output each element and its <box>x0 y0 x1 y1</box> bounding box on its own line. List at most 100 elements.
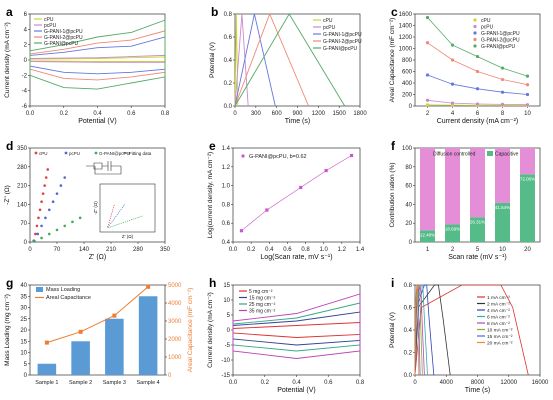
impedance-point <box>35 224 39 228</box>
inset-y-label: -Z'' (Ω) <box>93 201 98 215</box>
panel-letter-d: d <box>6 139 13 153</box>
cv-curve <box>232 311 361 346</box>
scan-rate-point <box>349 153 354 158</box>
y-tick-label: 40 <box>20 283 27 289</box>
impedance-point <box>34 232 37 236</box>
y-tick-label: 60 <box>405 184 412 190</box>
panel-letter-f: f <box>391 139 396 153</box>
x-tick-label: 0.2 <box>60 111 69 117</box>
legend-label: 6 mA cm⁻² <box>487 315 510 321</box>
y-tick-label: -2 <box>22 73 28 79</box>
impedance-point <box>47 232 51 236</box>
x-tick-label: Sample 1 <box>35 380 58 386</box>
capacitance-point <box>525 92 530 97</box>
mass-loading-bar <box>138 296 158 375</box>
legend-swatch <box>473 18 477 22</box>
legend-label: 2 mA cm⁻² <box>487 302 510 308</box>
x-tick-label: 0.2 <box>247 247 256 253</box>
y-tick-label: -6 <box>22 104 28 110</box>
x-tick-label: 70 <box>54 247 61 253</box>
y-tick-label: 0.0 <box>404 373 413 379</box>
gcd-curve <box>234 13 346 107</box>
fit-line <box>241 155 352 231</box>
y-tick-label: 1.0 <box>222 184 231 190</box>
cv-curve <box>232 322 361 338</box>
inset-curve <box>107 203 126 228</box>
x-tick-label: 10 <box>499 247 506 253</box>
x-axis-label-b: Time (s) <box>285 118 310 125</box>
capacitive-bar <box>520 174 535 242</box>
capacitance-point <box>425 98 430 102</box>
impedance-point <box>71 220 74 224</box>
x-tick-label: 16000 <box>532 380 549 386</box>
x-tick-label: 0.4 <box>265 247 274 253</box>
y-tick-label: 5 <box>227 313 231 319</box>
y-tick-label: 1000 <box>399 47 413 53</box>
capacitance-point <box>425 73 430 77</box>
y-tick-label: 0.2 <box>404 351 413 357</box>
y-tick-label: 10 <box>223 298 230 304</box>
inset-curve <box>108 215 143 229</box>
legend-label: 4 mA cm⁻² <box>487 308 510 314</box>
y-tick-label: 1.2 <box>222 165 231 171</box>
capacitance-point <box>450 101 455 105</box>
x-tick-label: 8000 <box>471 380 485 386</box>
y-tick-label: 0.6 <box>222 221 231 227</box>
x-tick-label: 1200 <box>312 111 326 117</box>
x-tick-label: 0.4 <box>292 380 301 386</box>
y-tick-label: 80 <box>405 165 412 171</box>
x-tick-label: Sample 2 <box>69 380 92 386</box>
impedance-point <box>44 216 47 220</box>
y-tick-label: 0 <box>24 373 28 379</box>
capacitance-point <box>500 77 505 82</box>
y-tick-label: 210 <box>17 184 28 190</box>
y-tick-label: 0 <box>409 240 413 246</box>
y-tick-label: -5 <box>225 343 231 349</box>
gcd-curve <box>234 13 276 107</box>
y-tick-label: 1600 <box>399 12 413 18</box>
capacitive-bar <box>470 217 485 242</box>
y-tick-label: 0 <box>409 104 413 110</box>
legend-swatch <box>473 37 477 42</box>
y-tick-label: 0.8 <box>224 12 233 18</box>
bar-data-label: 26.31% <box>470 219 485 224</box>
y-tick-label: 0.2 <box>224 81 233 87</box>
impedance-point <box>40 200 43 204</box>
x-axis-label-i: Time (s) <box>465 387 490 394</box>
y-tick-label: 0.4 <box>222 240 231 246</box>
legend-label: 15 mg cm⁻² <box>249 296 276 302</box>
scan-rate-point <box>265 208 269 212</box>
capacitance-point <box>475 102 480 106</box>
y-tick-label: 5 <box>24 362 28 368</box>
panel-letter-a: a <box>6 5 13 19</box>
impedance-point <box>33 240 36 243</box>
capacitance-point <box>475 69 480 74</box>
legend-label: 8 mA cm⁻² <box>487 321 510 327</box>
panel-letter-b: b <box>211 5 218 19</box>
y-tick-label: 0.6 <box>224 35 233 41</box>
y-tick-label: -10 <box>221 358 230 364</box>
capacitance-point <box>500 102 505 106</box>
x-tick-label: 0.6 <box>127 111 136 117</box>
y-axis-label-h: Current density (mA cm⁻²) <box>207 292 214 368</box>
x-axis-label-f: Scan rate (mV s⁻¹) <box>448 254 507 261</box>
y-tick-label: 70 <box>20 221 27 227</box>
capacitance-point <box>450 58 455 62</box>
scan-rate-point <box>324 168 328 173</box>
scan-rate-point <box>299 185 303 190</box>
capacitance-point <box>450 43 455 47</box>
x-tick-label: 140 <box>79 247 90 253</box>
x-tick-label: 8 <box>501 111 505 117</box>
x-tick-label: 0.8 <box>161 111 170 117</box>
x-axis-label-d: Z' (Ω) <box>89 254 106 261</box>
legend-label: cPU <box>481 18 491 24</box>
y-tick-label: 1200 <box>399 35 413 41</box>
legend-label: 20 mA cm⁻² <box>487 341 513 347</box>
diffusion-bar <box>420 148 435 231</box>
x-tick-label: 1500 <box>332 111 346 117</box>
panel-b: b Time (s) Potential (V) 0 300 600 900 1200 1500… <box>209 5 367 125</box>
y-axis-label-i: Potential (V) <box>389 312 396 348</box>
x-tick-label: 0.8 <box>356 380 365 386</box>
impedance-point <box>59 184 63 187</box>
legend-label: pcPU <box>69 151 80 156</box>
